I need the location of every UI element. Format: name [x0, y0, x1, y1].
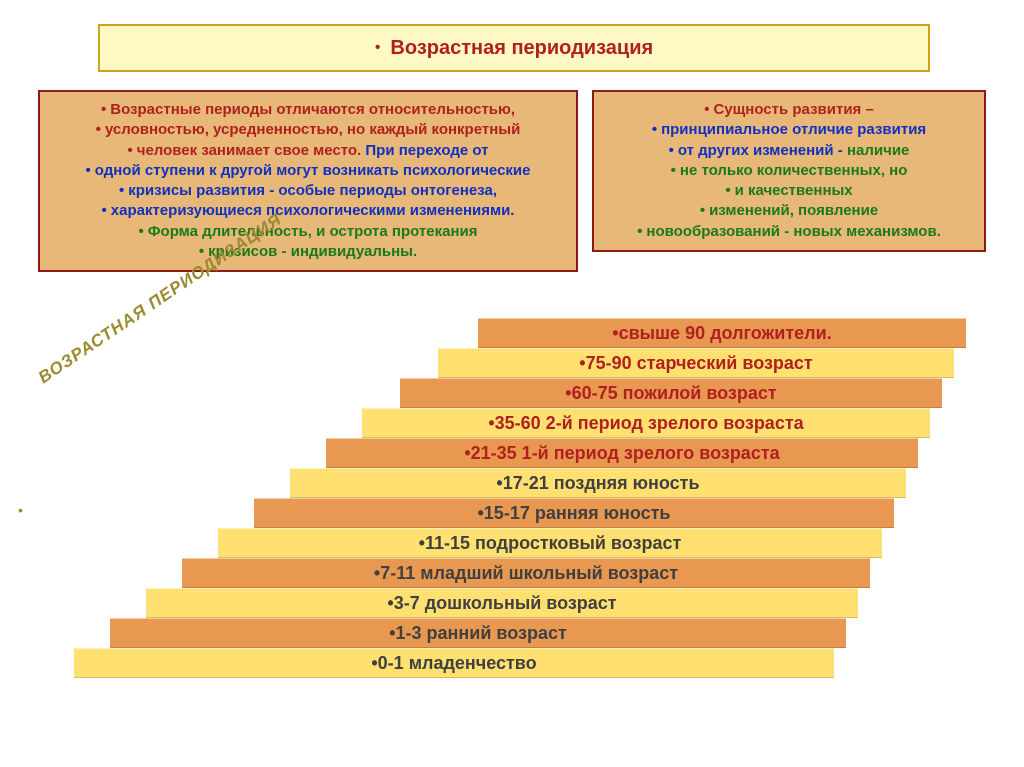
age-step-label: 75-90 старческий возраст	[586, 353, 813, 374]
age-step: • 35-60 2-й период зрелого возраста	[362, 408, 930, 438]
age-step: • 11-15 подростковый возраст	[218, 528, 882, 558]
info-text: принципиальное отличие развития	[661, 121, 926, 138]
age-step: • 60-75 пожилой возраст	[400, 378, 942, 408]
bullet-icon: •	[101, 101, 106, 118]
bullet-icon: •	[127, 142, 132, 159]
info-text: наличие	[847, 142, 909, 159]
bullet-icon: •	[86, 162, 91, 179]
age-step-label: 35-60 2-й период зрелого возраста	[495, 413, 804, 434]
info-text: и качественных	[735, 182, 853, 199]
info-text: При переходе от	[365, 142, 488, 159]
bullet-icon: •	[18, 502, 23, 518]
bullet-icon: •	[669, 142, 674, 159]
info-box-right: •Сущность развития –•принципиальное отли…	[592, 90, 986, 252]
bullet-icon: •	[725, 182, 730, 199]
info-line: • Форма длительность, и острота протекани…	[46, 222, 570, 242]
info-line: •Сущность развития –	[600, 100, 978, 120]
info-line: •характеризующиеся психологическими изме…	[46, 201, 570, 221]
info-text: человек занимает свое место.	[137, 142, 366, 159]
age-step-label: 1-3 ранний возраст	[396, 623, 567, 644]
info-text: Возрастные периоды отличаются относитель…	[110, 101, 515, 118]
info-text: условностью, усредненностью, но каждый к…	[105, 121, 520, 138]
page-title: Возрастная периодизация	[390, 37, 653, 60]
bullet-icon: •	[102, 202, 107, 219]
bullet-icon: •	[96, 121, 101, 138]
age-step: • 21-35 1-й период зрелого возраста	[326, 438, 918, 468]
info-text: одной ступени к другой могут возникать п…	[95, 162, 531, 179]
info-text: от других изменений -	[678, 142, 847, 159]
title-box: • Возрастная периодизация	[98, 24, 930, 72]
bullet-icon: •	[700, 202, 705, 219]
info-line: •одной ступени к другой могут возникать …	[46, 161, 570, 181]
info-line: •условностью, усредненностью, но каждый …	[46, 120, 570, 140]
age-step: • 75-90 старческий возраст	[438, 348, 954, 378]
info-line: •изменений, появление	[600, 201, 978, 221]
age-step: • свыше 90 долгожители.	[478, 318, 966, 348]
info-line: •не только количественных, но	[600, 161, 978, 181]
info-text: Форма длительность, и острота протекания	[148, 223, 478, 240]
age-step: • 15-17 ранняя юность	[254, 498, 894, 528]
age-step: • 7-11 младший школьный возраст	[182, 558, 870, 588]
info-line: • и качественных	[600, 181, 978, 201]
info-text: новообразований - новых механизмов.	[646, 223, 940, 240]
age-step: • 1-3 ранний возраст	[110, 618, 846, 648]
age-step-label: 21-35 1-й период зрелого возраста	[471, 443, 780, 464]
age-step-label: 0-1 младенчество	[378, 653, 537, 674]
info-line: •от других изменений - наличие	[600, 141, 978, 161]
info-line: •кризисы развития - особые периоды онтог…	[46, 181, 570, 201]
info-text: характеризующиеся психологическими измен…	[111, 202, 515, 219]
bullet-icon: •	[637, 223, 642, 240]
age-step-label: 7-11 младший школьный возраст	[380, 563, 678, 584]
bullet-icon: •	[652, 121, 657, 138]
age-step-label: 15-17 ранняя юность	[484, 503, 671, 524]
age-step-label: 3-7 дошкольный возраст	[394, 593, 617, 614]
info-text: Сущность развития –	[713, 101, 873, 118]
bullet-icon: •	[138, 223, 143, 240]
age-step-label: свыше 90 долгожители.	[619, 323, 832, 344]
info-line: •новообразований - новых механизмов.	[600, 222, 978, 242]
info-text: изменений, появление	[709, 202, 878, 219]
bullet-icon: •	[119, 182, 124, 199]
info-text: кризисы развития - особые периоды онтоге…	[128, 182, 497, 199]
age-step: • 17-21 поздняя юность	[290, 468, 906, 498]
age-step: • 3-7 дошкольный возраст	[146, 588, 858, 618]
bullet-icon: •	[704, 101, 709, 118]
info-line: •кризисов - индивидуальны.	[46, 242, 570, 262]
info-text: не только количественных, но	[680, 162, 907, 179]
bullet-icon: •	[375, 39, 381, 57]
age-step: • 0-1 младенчество	[74, 648, 834, 678]
info-line: •принципиальное отличие развития	[600, 120, 978, 140]
age-step-label: 11-15 подростковый возраст	[425, 533, 681, 554]
age-step-label: 60-75 пожилой возраст	[572, 383, 777, 404]
info-box-left: •Возрастные периоды отличаются относител…	[38, 90, 578, 272]
age-step-label: 17-21 поздняя юность	[503, 473, 700, 494]
info-line: • человек занимает свое место. При перехо…	[46, 141, 570, 161]
info-line: •Возрастные периоды отличаются относител…	[46, 100, 570, 120]
bullet-icon: •	[671, 162, 676, 179]
